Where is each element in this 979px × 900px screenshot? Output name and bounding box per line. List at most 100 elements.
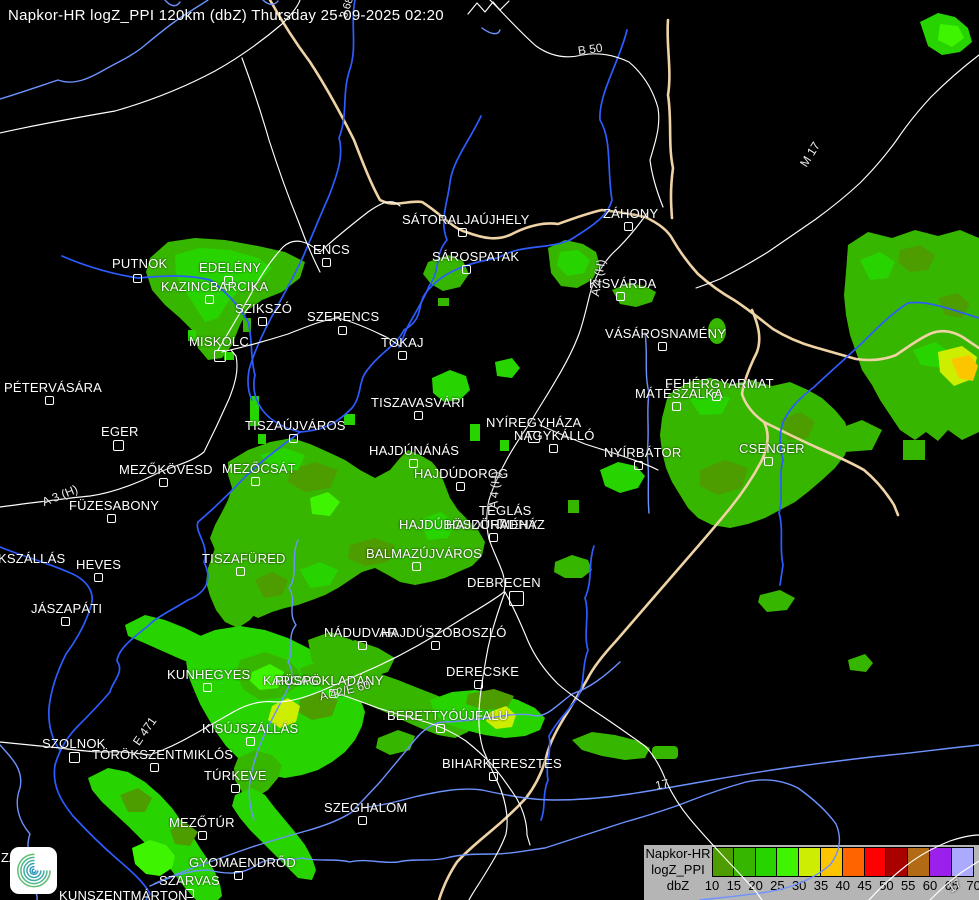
city-label: SÁTORALJAÚJHELY — [402, 212, 530, 227]
town-outline-marker — [113, 440, 124, 451]
city-label: NYÍRBÁTOR — [604, 445, 682, 460]
city-label: SZARVAS — [159, 873, 220, 888]
city-label: VÁSÁROSNAMÉNY — [605, 326, 727, 341]
legend-tick-label: 60 — [922, 878, 938, 893]
town-outline-marker — [549, 444, 558, 453]
road-label: 17 — [945, 876, 964, 896]
city-label: PÜSPÖKLADÁNY — [275, 673, 384, 688]
legend-color-cell — [951, 847, 974, 877]
city-label: JÁSZAPÁTI — [31, 601, 103, 616]
town-outline-marker — [634, 461, 643, 470]
town-outline-marker — [764, 457, 773, 466]
city-label: KUNHEGYES — [167, 667, 251, 682]
town-outline-marker — [338, 326, 347, 335]
town-outline-marker — [159, 478, 168, 487]
city-label: TISZAÚJVÁROS — [245, 418, 346, 433]
legend-colorbar — [712, 847, 974, 877]
town-outline-marker — [69, 752, 80, 763]
town-outline-marker — [231, 784, 240, 793]
radar-echoes — [88, 13, 979, 900]
country-borders — [268, 0, 979, 900]
legend-unit-label: dbZ — [666, 878, 690, 893]
city-label: BALMAZÚJVÁROS — [366, 546, 483, 561]
town-outline-marker — [198, 831, 207, 840]
city-label: TÚRKEVE — [204, 768, 267, 783]
city-label: KARCAG — [263, 673, 320, 688]
town-outline-marker — [431, 641, 440, 650]
town-outline-marker — [107, 514, 116, 523]
legend-color-cell — [842, 847, 865, 877]
city-label: HAJDÚHADHÁZ — [446, 517, 545, 532]
city-label: MÁTÉSZALKA — [635, 386, 723, 401]
city-label: TÖRÖKSZENTMIKLÓS — [92, 747, 234, 762]
title-bar: Napkor-HR logZ_PPI 120km (dbZ) Thursday … — [8, 7, 444, 24]
city-label: KUNSZENTMÁRTON — [59, 888, 188, 900]
legend-color-cell — [864, 847, 887, 877]
city-label: KAZINCBARCIKA — [161, 279, 269, 294]
town-outline-marker — [150, 763, 159, 772]
town-outline-marker — [489, 772, 498, 781]
legend-tick-label: 10 — [704, 878, 720, 893]
legend-color-cell — [777, 847, 800, 877]
town-outline-marker — [94, 573, 103, 582]
legend-tick-label: 15 — [726, 878, 742, 893]
town-outline-marker — [246, 737, 255, 746]
legend-title-block: Napkor-HR logZ_PPI dbZ — [645, 846, 711, 894]
city-label: DEBRECEN — [467, 575, 541, 590]
city-label: FÜZESABONY — [69, 498, 160, 513]
road-label: 17 — [654, 776, 670, 793]
city-label: DERECSKE — [446, 664, 520, 679]
city-label: MEZŐCSÁT — [222, 461, 296, 476]
legend-tick-label: 65 — [944, 878, 960, 893]
radar-logo — [10, 847, 57, 894]
city-label: SZOLNOK — [42, 736, 106, 751]
road-label: A 4 (H) — [588, 258, 609, 298]
city-label: TOKAJ — [381, 335, 424, 350]
legend-color-cell — [733, 847, 756, 877]
town-outline-marker — [412, 562, 421, 571]
town-outline-marker — [322, 258, 331, 267]
town-outline-marker — [214, 350, 226, 362]
town-outline-marker — [462, 265, 471, 274]
legend-product-name: logZ_PPI — [651, 862, 705, 877]
city-label: NYÍREGYHÁZA — [486, 415, 582, 430]
town-outline-marker — [398, 351, 407, 360]
town-outline-marker — [358, 816, 367, 825]
town-outline-marker — [329, 689, 338, 698]
road-label: E 471 — [130, 714, 160, 749]
town-outline-marker — [509, 591, 524, 606]
town-outline-marker — [528, 431, 540, 443]
legend-tick-label: 55 — [900, 878, 916, 893]
city-label: PUTNOK — [112, 256, 168, 271]
town-outline-marker — [45, 396, 54, 405]
town-outline-marker — [624, 222, 633, 231]
city-label: HAJDÚBÖSZÖRMÉNY — [399, 517, 538, 532]
legend-tick-label: 40 — [835, 878, 851, 893]
town-outline-marker — [224, 276, 233, 285]
town-outline-marker — [414, 411, 423, 420]
town-outline-marker — [205, 295, 214, 304]
city-label: CSENGER — [739, 441, 805, 456]
legend-color-cell — [929, 847, 952, 877]
city-label: MEZŐKÖVESD — [119, 462, 213, 477]
town-outline-marker — [456, 482, 465, 491]
legend-color-cell — [755, 847, 778, 877]
city-label: GYOMAENDRŐD — [189, 855, 296, 870]
legend-tick-label: 20 — [748, 878, 763, 893]
city-label: EGER — [101, 424, 139, 439]
city-label: NÁDUDVAR — [324, 625, 398, 640]
city-label: HAJDÚNÁNÁS — [369, 443, 460, 458]
city-label: HAJDÚSZOBOSZLÓ — [381, 625, 507, 640]
city-label: MISKOLC — [189, 334, 249, 349]
town-outline-marker — [489, 533, 498, 542]
city-label: HEVES — [76, 557, 122, 572]
city-label: BERETTYÓÚJFALU — [387, 708, 509, 723]
town-outline-marker — [203, 683, 212, 692]
city-label: PÉTERVÁSÁRA — [4, 380, 103, 395]
legend-tick-label: 70 — [966, 878, 979, 893]
